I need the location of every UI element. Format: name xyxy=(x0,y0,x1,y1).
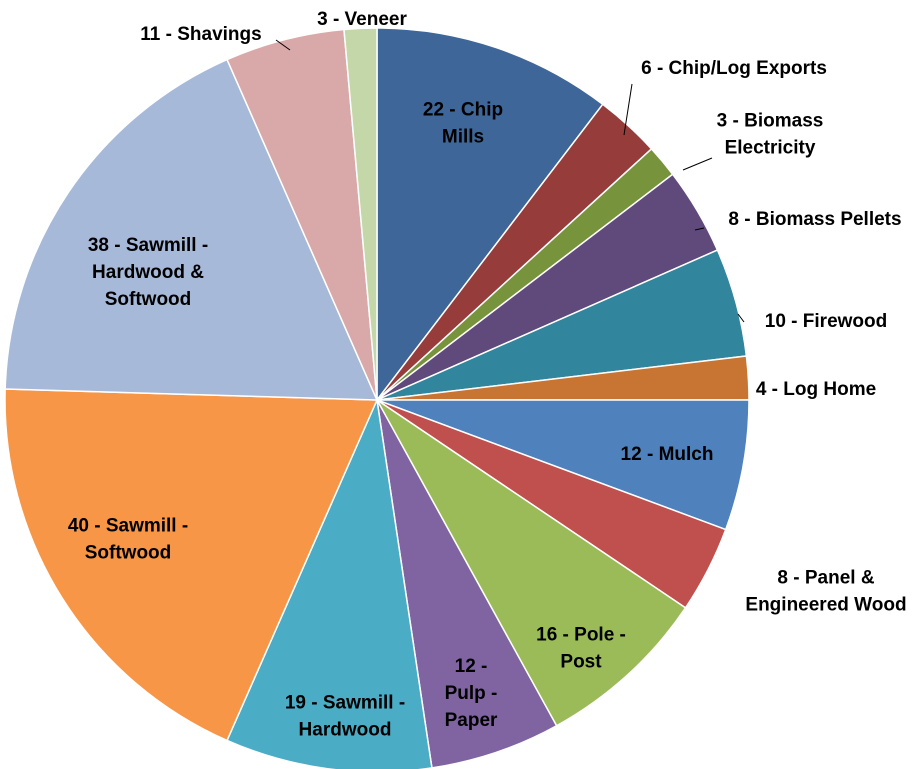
leader-line xyxy=(694,227,705,231)
pie-slice xyxy=(343,27,378,401)
data-label: 19 - Sawmill -Hardwood xyxy=(285,693,405,741)
data-label: 10 - Firewood xyxy=(765,311,887,332)
data-label: 8 - Biomass Pellets xyxy=(728,209,901,230)
pie-slice xyxy=(4,388,379,742)
data-label: 12 - Mulch xyxy=(621,444,714,465)
pie-slice xyxy=(376,399,558,769)
data-label: 4 - Log Home xyxy=(756,379,876,400)
data-label: 40 - Sawmill -Softwood xyxy=(68,516,188,564)
data-label: 6 - Chip/Log Exports xyxy=(641,58,827,79)
data-label: 3 - Veneer xyxy=(317,9,407,30)
data-label: 8 - Panel & Engineered Wood xyxy=(745,568,906,616)
data-label: 3 - Biomass Electricity xyxy=(717,111,824,159)
data-label: 11 - Shavings xyxy=(140,24,261,45)
leader-line xyxy=(682,157,713,171)
leader-line xyxy=(623,83,633,136)
pie-slice xyxy=(4,58,379,401)
pie-slice xyxy=(376,27,604,403)
pie-slice xyxy=(376,399,687,727)
data-label: 22 - Chip Mills xyxy=(423,100,503,148)
data-label: 12 -Pulp -Paper xyxy=(445,656,498,731)
leader-line xyxy=(275,39,291,51)
data-label: 16 - Pole -Post xyxy=(536,625,626,673)
data-label: 38 - Sawmill -Hardwood & Softwood xyxy=(88,235,208,310)
pie-slice xyxy=(376,399,750,531)
leader-line xyxy=(737,313,745,323)
